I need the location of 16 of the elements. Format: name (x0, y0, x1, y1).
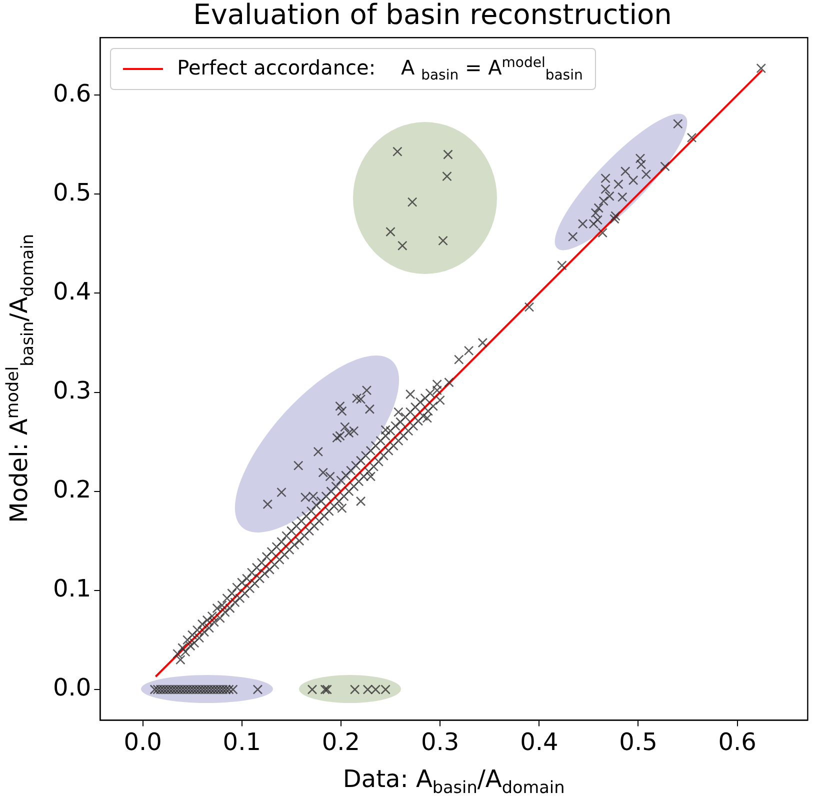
y-tick-label: 0.4 (52, 277, 92, 306)
x-tick-label: 0.5 (619, 728, 658, 756)
y-tick-label: 0.3 (52, 376, 92, 405)
x-tick-label: 0.6 (718, 728, 756, 756)
y-tick-label: 0.5 (52, 178, 92, 206)
y-tick-label: 0.2 (52, 476, 92, 504)
x-tick-label: 0.2 (322, 728, 360, 756)
y-tick-label: 0.6 (52, 79, 92, 108)
y-tick-label: 0.1 (52, 574, 92, 603)
x-tick-label: 0.3 (420, 728, 460, 756)
chart-title: Evaluation of basin reconstruction (193, 0, 672, 32)
x-axis-title: Data: A$_{basin}$/A$_{domain}$ (342, 765, 565, 797)
x-tick-label: 0.1 (222, 728, 261, 756)
y-tick-label: 0.0 (52, 674, 92, 702)
x-tick-label: 0.0 (124, 728, 162, 756)
x-tick-label: 0.4 (520, 728, 558, 756)
